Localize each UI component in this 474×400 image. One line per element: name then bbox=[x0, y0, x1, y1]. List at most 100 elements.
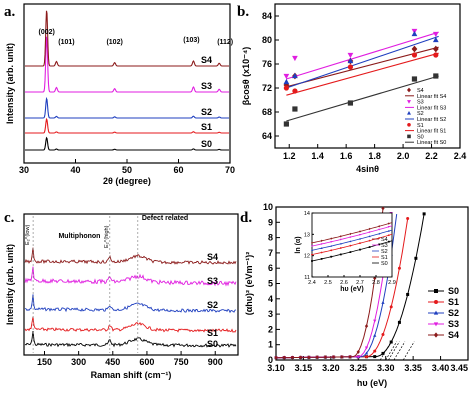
data-point-S2 bbox=[283, 78, 290, 85]
data-point-S2 bbox=[411, 30, 418, 37]
legend-marker bbox=[434, 300, 438, 304]
x-tick-label: 3.45 bbox=[450, 363, 468, 373]
data-point-S4 bbox=[356, 349, 360, 354]
data-point-S4 bbox=[274, 355, 278, 360]
data-point-S4 bbox=[411, 45, 418, 53]
data-point-S0 bbox=[406, 292, 410, 296]
inset-point-S4 bbox=[330, 237, 333, 240]
peak-label: (002) bbox=[38, 29, 54, 36]
inset-point-S3 bbox=[349, 236, 352, 239]
x-tick-label: 600 bbox=[139, 357, 154, 367]
bandgap-extrapolation bbox=[388, 341, 400, 361]
data-point-S0 bbox=[381, 351, 385, 355]
data-point-S0 bbox=[292, 106, 298, 112]
inset-y-tick-label: 11 bbox=[304, 275, 310, 281]
data-point-S1 bbox=[381, 332, 385, 336]
inset-point-S0 bbox=[311, 260, 313, 262]
inset-point-S4 bbox=[311, 241, 313, 245]
inset-x-tick-label: 2.5 bbox=[324, 280, 332, 286]
x-tick-label: 40 bbox=[70, 165, 80, 175]
data-point-S3 bbox=[356, 355, 360, 359]
y-tick-label: 80 bbox=[262, 35, 272, 45]
series-label-S1: S1 bbox=[201, 122, 212, 132]
raman-line-S2 bbox=[24, 294, 237, 314]
plot-frame bbox=[23, 213, 239, 356]
legend-marker bbox=[407, 134, 411, 139]
legend-marker bbox=[407, 123, 411, 127]
x-tick-label: 60 bbox=[173, 165, 183, 175]
annotation-multiphonon: Multiphonon bbox=[58, 233, 100, 240]
inset-point-S4 bbox=[349, 232, 352, 236]
x-tick-label: 300 bbox=[71, 357, 86, 367]
legend-marker bbox=[433, 332, 439, 338]
inset-point-S3 bbox=[368, 231, 371, 234]
legend-marker bbox=[434, 289, 438, 293]
inset-x-tick-label: 2.8 bbox=[372, 280, 380, 286]
y-axis-label: βcosθ (x10⁻⁴) bbox=[241, 47, 251, 106]
inset-x-tick-label: 2.6 bbox=[340, 280, 348, 286]
bandgap-extrapolation bbox=[385, 341, 397, 361]
legend-label: S1 bbox=[417, 123, 424, 129]
inset-point-S3 bbox=[387, 226, 390, 228]
data-point-S0 bbox=[283, 121, 289, 127]
y-tick-label: 76 bbox=[262, 59, 272, 69]
x-tick-label: 3.40 bbox=[432, 363, 450, 373]
inset-point-S3 bbox=[339, 238, 342, 241]
legend-label: Linear fit S1 bbox=[417, 129, 446, 135]
legend-marker bbox=[433, 322, 439, 327]
data-point-S4 bbox=[381, 206, 385, 211]
fit-line-S2 bbox=[286, 35, 439, 89]
plot-frame bbox=[23, 3, 231, 164]
inset-point-S2 bbox=[349, 240, 352, 243]
inset-point-S0 bbox=[378, 243, 381, 246]
peak-label: (102) bbox=[106, 39, 122, 46]
inset-point-S0 bbox=[349, 251, 352, 253]
inset-legend-label: S2 bbox=[381, 249, 388, 255]
inset-point-S2 bbox=[378, 232, 381, 235]
raman-line-S1 bbox=[24, 316, 237, 333]
inset-y-tick-label: 12 bbox=[304, 254, 310, 260]
raman-line-S3 bbox=[24, 266, 237, 287]
data-point-S4 bbox=[282, 355, 286, 360]
data-point-S2 bbox=[347, 57, 354, 64]
inset-point-S1 bbox=[387, 234, 390, 237]
data-point-S1 bbox=[433, 52, 439, 58]
data-point-S2 bbox=[364, 351, 369, 355]
x-axis-label: Raman shift (cm⁻¹) bbox=[91, 370, 172, 380]
inset-point-S0 bbox=[359, 248, 361, 251]
x-tick-label: 3.25 bbox=[350, 363, 368, 373]
inset-point-S1 bbox=[339, 247, 342, 249]
data-point-S1 bbox=[411, 52, 418, 58]
inset-line-S3 bbox=[311, 225, 393, 247]
x-tick-label: 150 bbox=[37, 357, 52, 367]
inset-point-S0 bbox=[339, 253, 342, 256]
y-tick-label: 2 bbox=[268, 324, 273, 334]
bandgap-extrapolation bbox=[402, 341, 415, 361]
peak-label: (103) bbox=[183, 37, 199, 44]
legend-label: S2 bbox=[448, 308, 459, 318]
data-point-S0 bbox=[411, 76, 418, 82]
y-tick-label: 72 bbox=[262, 83, 272, 93]
inset-y-axis-label: ln (α) bbox=[295, 236, 302, 253]
data-point-S0 bbox=[397, 320, 401, 324]
inset-point-S3 bbox=[320, 243, 323, 246]
x-tick-label: 1.2 bbox=[283, 151, 296, 161]
peak-label: (112) bbox=[217, 39, 233, 46]
y-tick-label: 10 bbox=[263, 202, 273, 212]
series-label-S3: S3 bbox=[201, 81, 212, 91]
x-axis-label: hυ (eV) bbox=[357, 378, 387, 388]
series-label-S3: S3 bbox=[207, 276, 218, 286]
data-point-S0 bbox=[433, 73, 439, 79]
annotation-defect: Defect related bbox=[142, 215, 188, 222]
raman-line-S4 bbox=[24, 247, 237, 265]
inset-point-S4 bbox=[378, 225, 381, 228]
inset-point-S2 bbox=[359, 237, 361, 240]
inset-point-S1 bbox=[359, 242, 361, 245]
data-point-S3 bbox=[292, 55, 298, 62]
inset-point-S1 bbox=[368, 239, 371, 242]
plot-frame bbox=[274, 3, 461, 149]
data-point-S4 bbox=[299, 355, 303, 360]
legend-marker bbox=[433, 310, 439, 315]
legend-label: S1 bbox=[448, 297, 459, 307]
